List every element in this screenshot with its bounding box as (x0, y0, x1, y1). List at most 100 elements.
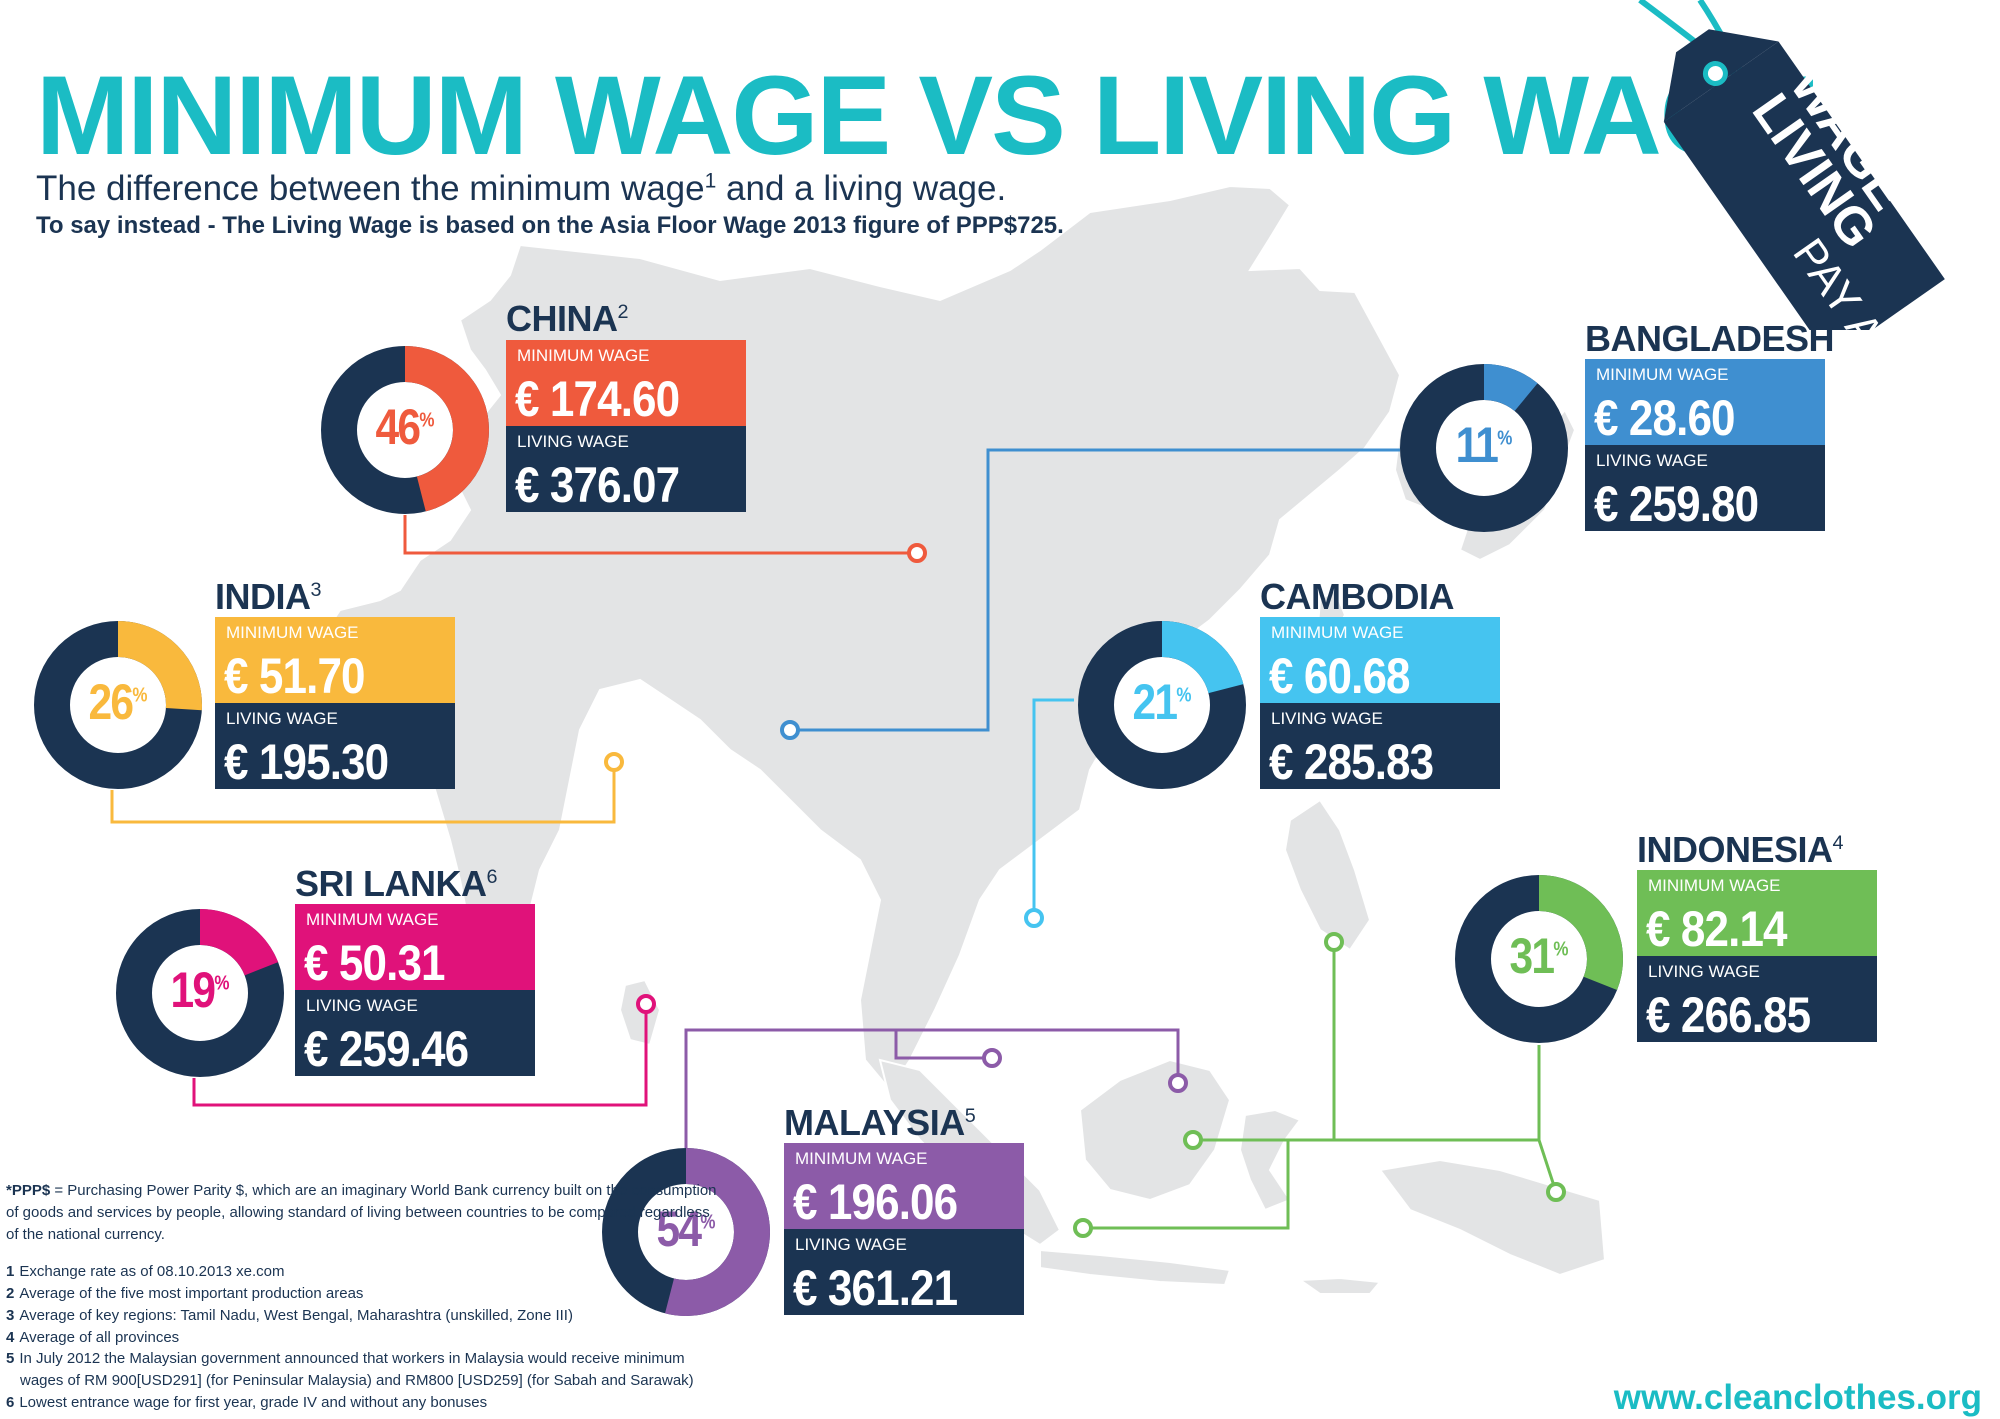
minimum-wage-label: MINIMUM WAGE (306, 910, 439, 929)
footnote-item: 3 Average of key regions: Tamil Nadu, Wes… (6, 1305, 726, 1327)
country-name: CAMBODIA (1260, 576, 1454, 617)
ppp-text: = Purchasing Power Parity $, which are a… (6, 1182, 717, 1243)
living-wage-panel: LIVING WAGE € 259.46 (295, 990, 535, 1077)
minimum-wage-label: MINIMUM WAGE (517, 346, 650, 365)
wage-box-india: MINIMUM WAGE € 51.70 LIVING WAGE € 195.3… (215, 617, 455, 790)
living-wage-label: LIVING WAGE (517, 432, 629, 451)
footnote-item: 6 Lowest entrance wage for first year, gr… (6, 1392, 726, 1414)
donut-srilanka (116, 909, 284, 1077)
wage-box-cambodia: MINIMUM WAGE € 60.68 LIVING WAGE € 285.8… (1260, 617, 1500, 790)
living-wage-value: € 266.85 (1646, 987, 1811, 1043)
donut-slice-srilanka (116, 909, 284, 1077)
living-wage-label: LIVING WAGE (306, 996, 418, 1015)
country-label-cambodia: CAMBODIA (1260, 576, 1454, 618)
living-wage-value: € 259.46 (304, 1021, 469, 1077)
ppp-note: *PPP$ = Purchasing Power Parity $, which… (6, 1180, 726, 1245)
percentage-label-indonesia: 31% (1480, 927, 1599, 985)
living-wage-label: LIVING WAGE (1648, 962, 1760, 981)
minimum-wage-value: € 50.31 (304, 935, 446, 991)
minimum-wage-label: MINIMUM WAGE (226, 623, 359, 642)
wage-box-china: MINIMUM WAGE € 174.60 LIVING WAGE € 376.… (506, 340, 746, 513)
minimum-wage-value: € 196.06 (793, 1174, 958, 1230)
footnote-text: Lowest entrance wage for first year, gra… (19, 1393, 488, 1411)
footnote-number: 3 (6, 1306, 15, 1324)
percentage-sign: % (1497, 427, 1513, 450)
map-sulawesi (1238, 1108, 1302, 1212)
footnote-list: 1 Exchange rate as of 08.10.2013 xe.com 2 A… (6, 1261, 726, 1413)
page-subtitle: The difference between the minimum wage1… (36, 169, 1006, 209)
minimum-wage-value: € 51.70 (224, 648, 366, 704)
percentage-sign: % (419, 409, 435, 432)
footnote-number: 1 (6, 1263, 15, 1281)
footnote-item: 2 Average of the five most important prod… (6, 1283, 726, 1305)
wage-box-malaysia: MINIMUM WAGE € 196.06 LIVING WAGE € 361.… (784, 1143, 1024, 1316)
footnote-text-continued: wages of RM 900[USD291] (for Peninsular … (20, 1372, 694, 1389)
donut-malaysia (602, 1148, 770, 1316)
country-label-china: CHINA2 (506, 298, 628, 340)
country-name: BANGLADESH (1585, 318, 1835, 359)
map-borneo (1078, 1058, 1232, 1202)
minimum-wage-value: € 28.60 (1594, 390, 1736, 446)
map-java (1039, 1248, 1232, 1287)
country-label-bangladesh: BANGLADESH (1585, 318, 1835, 360)
minimum-wage-panel: MINIMUM WAGE € 51.70 (215, 617, 455, 704)
donut-cambodia (1078, 621, 1246, 789)
minimum-wage-value: € 60.68 (1269, 648, 1411, 704)
percentage-value: 54 (656, 1201, 702, 1257)
percentage-sign: % (700, 1211, 716, 1234)
donut-slice-cambodia (1078, 621, 1246, 789)
percentage-label-bangladesh: 11% (1425, 416, 1544, 474)
footnote-number: 5 (6, 1350, 15, 1368)
subtitle-text: The difference between the minimum wage (36, 169, 705, 208)
wage-box-bangladesh: MINIMUM WAGE € 28.60 LIVING WAGE € 259.8… (1585, 359, 1825, 532)
footnote-ref: 4 (1832, 832, 1844, 854)
footnote-text: Exchange rate as of 08.10.2013 xe.com (19, 1263, 285, 1281)
footnote-number: 2 (6, 1285, 15, 1302)
percentage-value: 11 (1455, 417, 1499, 473)
living-wage-panel: LIVING WAGE € 259.80 (1585, 445, 1825, 532)
page-title: MINIMUM WAGE VS LIVING WAGE (36, 53, 1820, 178)
donut-india (34, 621, 202, 789)
minimum-wage-label: MINIMUM WAGE (1596, 365, 1729, 384)
map-philippines (1283, 798, 1372, 952)
donut-china (321, 346, 489, 514)
country-label-sri-lanka: SRI LANKA6 (295, 863, 497, 905)
donut-slice-india (34, 621, 202, 789)
percentage-label-cambodia: 21% (1103, 673, 1222, 731)
living-wage-value: € 376.07 (515, 457, 680, 513)
living-wage-label: LIVING WAGE (1271, 709, 1383, 728)
wage-box-indonesia: MINIMUM WAGE € 82.14 LIVING WAGE € 266.8… (1637, 870, 1877, 1043)
country-label-india: INDIA3 (215, 576, 321, 618)
living-wage-panel: LIVING WAGE € 361.21 (784, 1229, 1024, 1316)
living-wage-label: LIVING WAGE (1596, 451, 1708, 470)
country-name: INDONESIA (1637, 829, 1833, 870)
percentage-sign: % (132, 684, 148, 707)
footnote-text: Average of the five most important produ… (19, 1285, 364, 1302)
country-name: CHINA (506, 298, 618, 339)
ppp-label: *PPP$ (6, 1182, 51, 1199)
pay-a-living-wage-tag: PAY A LIVING WAGE (1638, 0, 1945, 330)
percentage-sign: % (1553, 938, 1569, 961)
percentage-value: 46 (375, 399, 421, 455)
living-wage-panel: LIVING WAGE € 376.07 (506, 426, 746, 513)
footnote-text: Average of all provinces (19, 1328, 180, 1346)
donut-indonesia (1455, 875, 1623, 1043)
map-papua (1378, 1158, 1607, 1277)
living-wage-value: € 259.80 (1594, 476, 1759, 532)
tag-hole-icon (1702, 61, 1728, 87)
tag-shape (1663, 41, 1945, 330)
website-link[interactable]: www.cleanclothes.org (1613, 1378, 1982, 1417)
minimum-wage-panel: MINIMUM WAGE € 50.31 (295, 904, 535, 991)
minimum-wage-value: € 82.14 (1646, 901, 1788, 957)
footnote-text: In July 2012 the Malaysian government an… (19, 1350, 685, 1368)
donut-slice-china (321, 346, 489, 514)
percentage-sign: % (214, 972, 230, 995)
footnote-text: Average of key regions: Tamil Nadu, West… (19, 1306, 573, 1324)
percentage-label-china: 46% (346, 398, 465, 456)
percentage-label-india: 26% (59, 673, 178, 731)
minimum-wage-label: MINIMUM WAGE (795, 1149, 928, 1168)
percentage-value: 26 (88, 674, 134, 730)
country-label-indonesia: INDONESIA4 (1637, 829, 1844, 871)
country-label-malaysia: MALAYSIA5 (784, 1102, 976, 1144)
